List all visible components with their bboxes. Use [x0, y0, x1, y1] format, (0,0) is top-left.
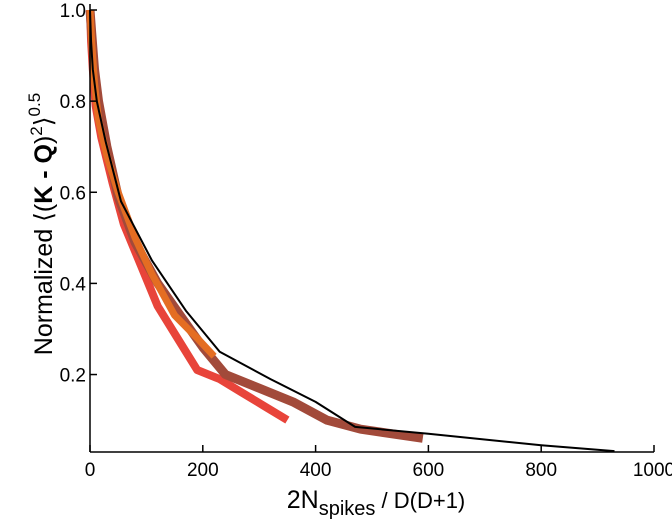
y-tick-label: 0.4 [60, 274, 87, 295]
axes [89, 4, 655, 453]
y-axis-title-pow: 0.5 [25, 93, 44, 117]
x-tick-label: 600 [413, 460, 445, 481]
tick-labels: 0 200 400 600 800 1000 0.2 0.4 0.6 0.8 1.0 [60, 1, 672, 481]
y-tick-label: 0.2 [60, 366, 86, 387]
series-line-1 [86, 9, 290, 424]
x-tick-label: 800 [525, 460, 557, 481]
y-axis-title-end: ⟩ [30, 116, 58, 126]
x-tick-label: 400 [300, 460, 332, 481]
series-line-4 [89, 9, 615, 453]
x-tick-label: 1000 [633, 460, 672, 481]
series-line-2 [85, 9, 424, 443]
x-axis-title-sub: spikes [319, 498, 376, 520]
x-axis-title: 2Nspikes / D(D+1) [287, 486, 466, 520]
x-tick-label: 200 [187, 460, 219, 481]
y-axis-title: Normalized ⟨(K - Q)2⟩0.5 [25, 93, 58, 355]
y-tick-label: 0.8 [60, 92, 86, 113]
x-tick-label: 0 [85, 460, 96, 481]
x-axis-title-main: 2N [287, 486, 319, 514]
series-layer [85, 9, 615, 453]
y-tick-label: 0.6 [60, 183, 86, 204]
y-axis-title-close: ) [30, 136, 58, 144]
y-axis-title-prefix: Normalized [30, 222, 58, 355]
y-axis-title-open: ⟨( [30, 203, 58, 222]
y-axis-title-bold: K - Q [30, 144, 58, 204]
y-tick-label: 1.0 [60, 1, 86, 22]
x-axis-title-rest: / D(D+1) [375, 488, 465, 513]
y-axis-title-sq: 2 [27, 126, 46, 135]
